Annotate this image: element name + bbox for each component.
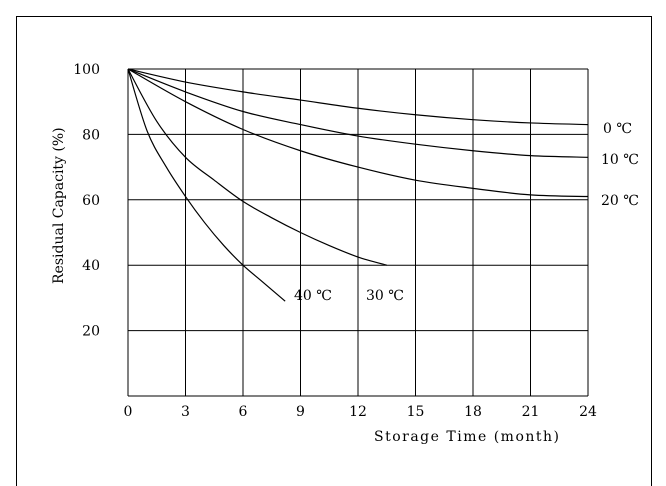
x-tick-21: 21 [522,404,540,420]
series-label-20c: 20 ℃ [601,193,639,209]
y-tick-60: 60 [82,193,100,209]
series-label-30c: 30 ℃ [366,288,404,304]
x-tick-6: 6 [239,404,248,420]
curve-40c [127,68,286,302]
chart-frame [16,16,652,486]
curves [127,68,589,302]
x-tick-18: 18 [464,404,482,420]
x-tick-24: 24 [579,404,597,420]
x-tick-15: 15 [407,404,425,420]
grid [127,68,589,397]
x-tick-0: 0 [124,404,133,420]
y-tick-40: 40 [82,258,100,274]
series-label-40c: 40 ℃ [294,288,332,304]
x-tick-12: 12 [349,404,367,420]
series-label-10c: 10 ℃ [601,152,639,168]
series-label-0c: 0 ℃ [603,121,632,137]
curve-20c [127,68,589,198]
x-tick-3: 3 [181,404,190,420]
y-tick-labels: 20 40 60 80 100 [73,62,100,340]
y-tick-20: 20 [82,324,100,340]
series-labels: 0 ℃ 10 ℃ 20 ℃ 30 ℃ 40 ℃ [294,121,639,304]
y-tick-80: 80 [82,127,100,143]
y-tick-100: 100 [73,62,100,78]
x-tick-9: 9 [296,404,305,420]
y-axis-label: Residual Capacity (%) [51,127,67,284]
x-tick-labels: 0 3 6 9 12 15 18 21 24 [124,404,597,420]
curve-10c [127,68,589,158]
x-axis-label: Storage Time (month) [374,429,561,445]
curve-0c [127,68,589,126]
curve-30c [127,68,387,266]
